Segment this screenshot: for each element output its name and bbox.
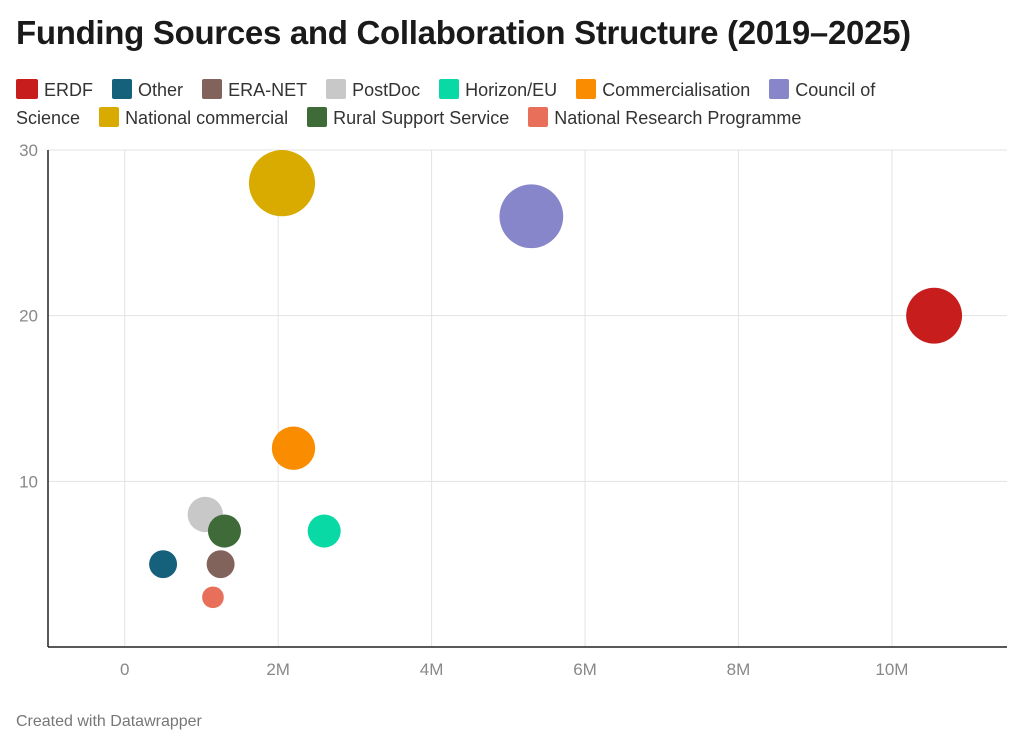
legend-item-national-commercial: National commercial [99, 107, 289, 128]
legend-swatch [16, 79, 38, 99]
scatter-chart: 10 20 30 0 2M 4M 6M 8M 10M [19, 141, 1007, 679]
legend-label: ERDF [44, 80, 93, 100]
y-tick-label: 30 [19, 141, 38, 160]
legend-label: Other [138, 80, 184, 100]
bubble-national-research-programme [202, 586, 224, 609]
legend-item-era-net: ERA-NET [202, 79, 308, 100]
legend-item-rural-support-service: Rural Support Service [307, 107, 510, 128]
x-tick-label: 0 [120, 660, 129, 679]
legend-item-council-of-science: Council of Science [16, 79, 876, 128]
bubble-council-of-science [499, 184, 564, 249]
legend-swatch [99, 107, 120, 127]
legend-swatch [326, 79, 347, 99]
legend-label: Council of Science [16, 80, 876, 128]
legend-swatch [307, 107, 328, 127]
chart-legend: ERDF Other ERA-NET PostDoc Horizon/EU Co… [16, 76, 956, 132]
legend-swatch [112, 79, 133, 99]
x-tick-label: 10M [875, 660, 908, 679]
bubble-erdf [906, 287, 963, 344]
legend-label: PostDoc [352, 80, 421, 100]
legend-label: Horizon/EU [465, 80, 558, 100]
datawrapper-credit: Created with Datawrapper [16, 713, 202, 730]
x-tick-label: 2M [266, 660, 290, 679]
legend-label: Rural Support Service [333, 108, 510, 128]
legend-item-other: Other [112, 79, 184, 100]
x-tick-label: 4M [420, 660, 444, 679]
legend-item-national-research-programme: National Research Programme [528, 107, 802, 128]
legend-swatch [202, 79, 223, 99]
legend-swatch [439, 79, 460, 99]
legend-label: ERA-NET [228, 80, 308, 100]
bubble-national-commercial [248, 150, 316, 217]
legend-label: National commercial [125, 108, 289, 128]
bubble-commercialisation [271, 426, 316, 470]
legend-label: National Research Programme [554, 108, 802, 128]
legend-swatch [769, 79, 790, 99]
legend-item-postdoc: PostDoc [326, 79, 421, 100]
x-tick-label: 6M [573, 660, 597, 679]
bubble-era-net [206, 550, 235, 579]
bubble-rural-support-service [207, 514, 241, 548]
legend-item-horizon-eu: Horizon/EU [439, 79, 558, 100]
legend-item-commercialisation: Commercialisation [576, 79, 751, 100]
chart-title: Funding Sources and Collaboration Struct… [16, 14, 911, 51]
x-tick-label: 8M [727, 660, 751, 679]
legend-label: Commercialisation [602, 80, 751, 100]
y-tick-label: 10 [19, 472, 38, 491]
bubble-horizon-eu [307, 514, 341, 548]
y-tick-label: 20 [19, 307, 38, 326]
bubble-other [149, 550, 178, 579]
legend-swatch [576, 79, 597, 99]
legend-swatch [528, 107, 549, 127]
legend-item-erdf: ERDF [16, 79, 93, 100]
